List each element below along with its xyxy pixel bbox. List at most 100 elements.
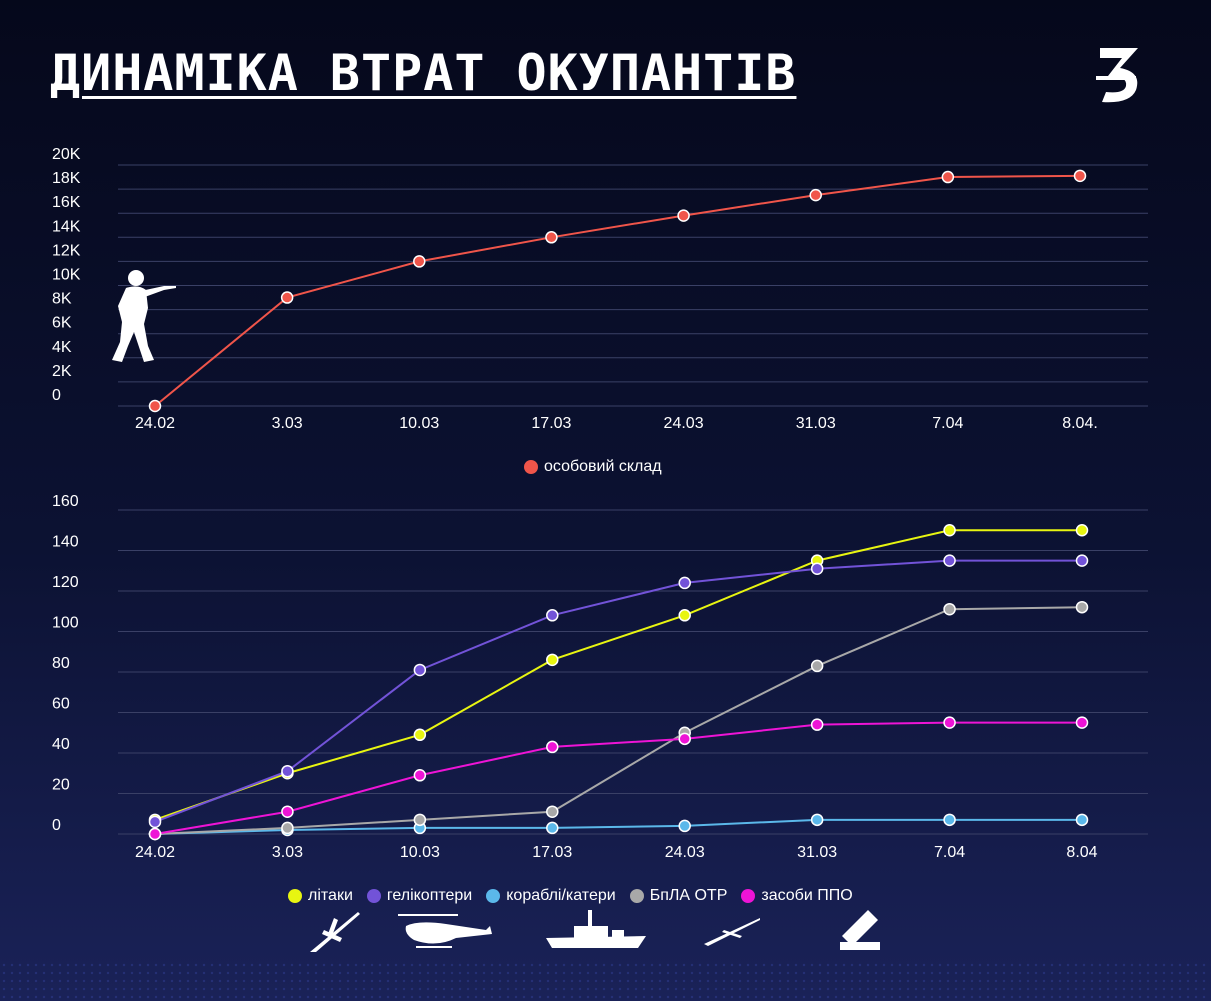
page-title: ДИНАМІКА ВТРАТ ОКУПАНТІВ [50, 44, 797, 102]
data-point [678, 576, 691, 590]
data-point [943, 554, 956, 567]
legend-swatch [366, 889, 381, 903]
data-point [546, 821, 559, 835]
x-tick-label: 7.04 [932, 415, 963, 432]
y-tick-label: 2K [52, 363, 72, 380]
y-tick-label: 10K [52, 267, 81, 284]
data-point [546, 805, 559, 818]
missile-launcher-icon [840, 910, 880, 950]
data-point [810, 718, 824, 731]
y-tick-label: 120 [52, 574, 79, 591]
data-point [413, 813, 427, 827]
x-tick-label: 31.03 [797, 844, 837, 861]
y-tick-label: 80 [52, 655, 70, 672]
legend-label: гелікоптери [386, 887, 473, 904]
data-point [1073, 169, 1087, 183]
y-tick-label: 20 [52, 777, 70, 794]
data-point [809, 188, 822, 202]
series-line [154, 721, 1082, 835]
y-tick-label: 160 [52, 493, 79, 510]
soldier-icon [112, 270, 176, 362]
data-point [545, 231, 558, 244]
legend-item-ships: кораблі/катери [486, 887, 616, 905]
legend-swatch [741, 889, 756, 903]
y-tick-label: 14K [52, 218, 81, 235]
series-line [154, 174, 1081, 407]
x-tick-label: 3.03 [272, 844, 303, 861]
x-tick-label: 17.03 [531, 415, 571, 432]
data-point [280, 291, 294, 304]
data-point [546, 740, 559, 754]
legend-item-air-defense: засоби ППО [741, 887, 853, 905]
data-point [677, 209, 690, 222]
y-tick-label: 100 [52, 615, 79, 632]
data-point [678, 609, 691, 622]
x-tick-label: 8.04 [1066, 844, 1097, 861]
helicopter-icon [398, 914, 492, 948]
data-point [413, 769, 427, 782]
x-tick-label: 8.04. [1062, 415, 1098, 432]
data-point [413, 728, 427, 742]
data-point [413, 663, 427, 677]
data-point [281, 821, 294, 835]
logo-icon [1096, 48, 1138, 103]
y-tick-label: 12K [52, 242, 81, 259]
decorative-dot-pattern [0, 961, 1211, 1001]
data-point [1075, 554, 1089, 567]
data-point [943, 716, 956, 729]
x-tick-label: 31.03 [796, 415, 836, 432]
data-point [678, 819, 691, 833]
y-tick-label: 18K [52, 170, 81, 187]
data-point [1075, 716, 1089, 729]
legend-label: БпЛА ОТР [649, 887, 728, 904]
y-tick-label: 140 [52, 534, 79, 551]
ship-icon [546, 910, 646, 948]
legend-swatch [629, 889, 644, 903]
y-tick-label: 8K [52, 291, 72, 308]
y-tick-label: 6K [52, 315, 72, 332]
x-tick-label: 3.03 [272, 415, 303, 432]
y-tick-label: 0 [52, 817, 61, 834]
legend-label: засоби ППО [761, 887, 853, 904]
x-tick-label: 10.03 [400, 844, 440, 861]
data-point [148, 399, 162, 413]
series-line [154, 559, 1082, 823]
x-tick-label: 7.04 [934, 844, 965, 861]
y-tick-label: 20K [52, 146, 81, 163]
plane-icon [310, 912, 360, 952]
series-line [154, 606, 1083, 835]
data-point [943, 524, 956, 537]
x-tick-label: 17.03 [532, 844, 572, 861]
x-tick-label: 24.03 [665, 844, 705, 861]
legend-item-drones: БпЛА ОТР [629, 887, 728, 905]
series-line [154, 818, 1082, 835]
y-tick-label: 4K [52, 339, 72, 356]
data-point [281, 805, 294, 818]
data-point [1075, 813, 1089, 827]
legend-swatch [524, 460, 538, 474]
chart1-legend: особовий склад [524, 458, 662, 476]
drone-icon [704, 918, 760, 946]
x-tick-label: 24.02 [135, 415, 175, 432]
data-point [148, 815, 162, 829]
legend-item-helicopters: гелікоптери [366, 887, 473, 905]
legend-item-planes: літаки [288, 887, 353, 905]
x-tick-label: 24.02 [135, 844, 175, 861]
data-point [1075, 524, 1089, 537]
legend-item-personnel: особовий склад [524, 458, 662, 476]
legend-swatch [486, 889, 501, 903]
data-point [810, 659, 824, 673]
equipment-chart: 0 20 40 60 80 100 120 140 160 24.02 3.03 10.03 17.03… [52, 493, 1148, 861]
data-point [1075, 600, 1089, 614]
data-point [546, 609, 559, 622]
data-point [546, 653, 559, 667]
data-point [810, 562, 824, 575]
data-point [810, 813, 824, 827]
y-tick-label: 0 [52, 387, 61, 404]
legend-label: особовий склад [544, 458, 662, 475]
data-point [678, 732, 691, 746]
y-tick-label: 60 [52, 696, 70, 713]
personnel-chart: 0 2K 4K 6K 8K 10K 12K 14K 16K 18K 20K 24.02 3.03 10.0… [52, 146, 1148, 432]
data-point [148, 827, 162, 841]
y-tick-label: 40 [52, 736, 70, 753]
